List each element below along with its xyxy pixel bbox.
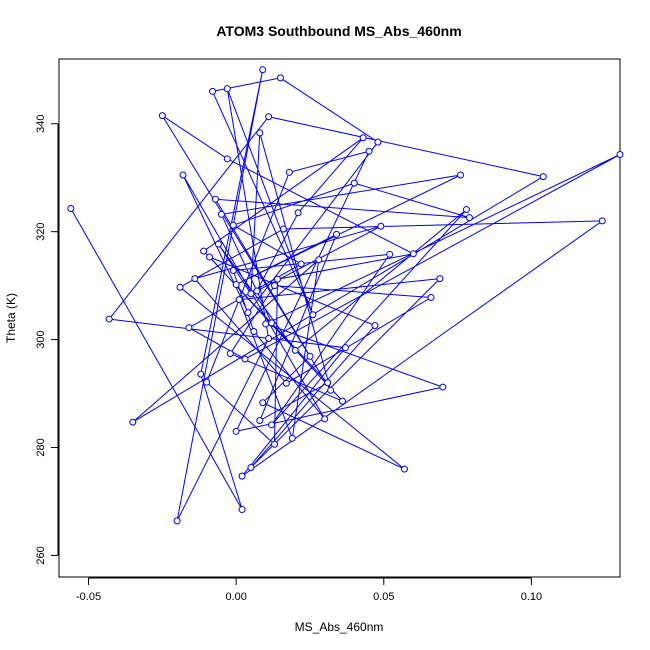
data-point [244, 309, 252, 317]
data-point [247, 290, 255, 298]
x-tick-label: 0.05 [373, 591, 394, 603]
data-point [253, 287, 261, 295]
data-point [598, 217, 606, 225]
data-point [427, 293, 435, 301]
y-tick-label: 340 [35, 115, 47, 133]
data-point [462, 206, 470, 214]
data-point [67, 204, 75, 212]
data-point [321, 415, 329, 423]
chart-title: ATOM3 Southbound MS_Abs_460nm [216, 23, 461, 39]
data-point [306, 352, 314, 360]
data-point [200, 247, 208, 255]
data-point [223, 85, 231, 93]
x-axis: -0.05 0.00 0.05 0.10 [76, 577, 542, 603]
data-point [247, 463, 255, 471]
data-point [271, 440, 279, 448]
data-point [256, 129, 264, 137]
data-point [279, 225, 287, 233]
x-tick-label: 0.00 [225, 591, 246, 603]
data-point [185, 324, 193, 332]
data-point [176, 283, 184, 291]
data-point [203, 378, 211, 386]
data-point [206, 253, 214, 261]
data-point [439, 383, 447, 391]
x-tick-label: 0.10 [521, 591, 542, 603]
data-point [214, 240, 222, 248]
data-point [539, 173, 547, 181]
data-point [268, 421, 276, 429]
data-point [105, 315, 113, 323]
data-point [209, 87, 217, 95]
x-tick-label: -0.05 [76, 591, 101, 603]
data-point [294, 209, 302, 217]
data-point [271, 282, 279, 290]
data-point [309, 311, 317, 319]
data-point [179, 171, 187, 179]
data-point [197, 370, 205, 378]
data-point [333, 230, 341, 238]
data-point [229, 221, 237, 229]
data-point [341, 344, 349, 352]
x-axis-label: MS_Abs_460nm [295, 620, 384, 634]
data-point [235, 296, 243, 304]
series-line [70, 69, 621, 522]
data-point [268, 319, 276, 327]
data-point [324, 379, 332, 387]
y-tick-label: 320 [35, 222, 47, 240]
data-point [359, 134, 367, 142]
data-point [288, 434, 296, 442]
data-point [217, 210, 225, 218]
data-point [129, 418, 137, 426]
data-point [374, 138, 382, 146]
data-point [265, 113, 273, 121]
data-point [273, 275, 281, 283]
data-point [265, 335, 273, 343]
y-axis-label: Theta (K) [4, 293, 18, 343]
data-point [259, 399, 267, 407]
data-point [191, 275, 199, 283]
data-point [465, 214, 473, 222]
data-point [327, 386, 335, 394]
data-point [409, 250, 417, 258]
data-point [297, 260, 305, 268]
data-point [232, 281, 240, 289]
y-tick-label: 300 [35, 330, 47, 348]
y-tick-label: 260 [35, 546, 47, 564]
data-point [386, 250, 394, 258]
data-point [400, 465, 408, 473]
data-point [350, 179, 358, 187]
data-point [377, 222, 385, 230]
data-point [241, 355, 249, 363]
data-point [232, 427, 240, 435]
y-axis: 260 280 300 320 340 [35, 115, 59, 565]
y-tick-label: 280 [35, 438, 47, 456]
data-point [173, 517, 181, 525]
data-point [291, 346, 299, 354]
plot-frame [58, 58, 621, 578]
data-point [158, 112, 166, 120]
data-point [229, 267, 237, 275]
data-point [616, 151, 624, 159]
data-point [282, 379, 290, 387]
data-point [436, 275, 444, 283]
data-point [276, 74, 284, 82]
data-point [285, 168, 293, 176]
data-point [338, 397, 346, 405]
data-point [262, 320, 270, 328]
data-point [211, 195, 219, 203]
data-series [67, 66, 624, 525]
data-point [238, 506, 246, 514]
data-point [365, 147, 373, 155]
data-point [223, 155, 231, 163]
data-point [315, 256, 323, 264]
data-point [226, 350, 234, 358]
data-point [238, 472, 246, 480]
data-point [259, 66, 267, 74]
data-point [457, 171, 465, 179]
data-point [371, 322, 379, 330]
data-point [250, 327, 258, 335]
data-point [256, 417, 264, 425]
